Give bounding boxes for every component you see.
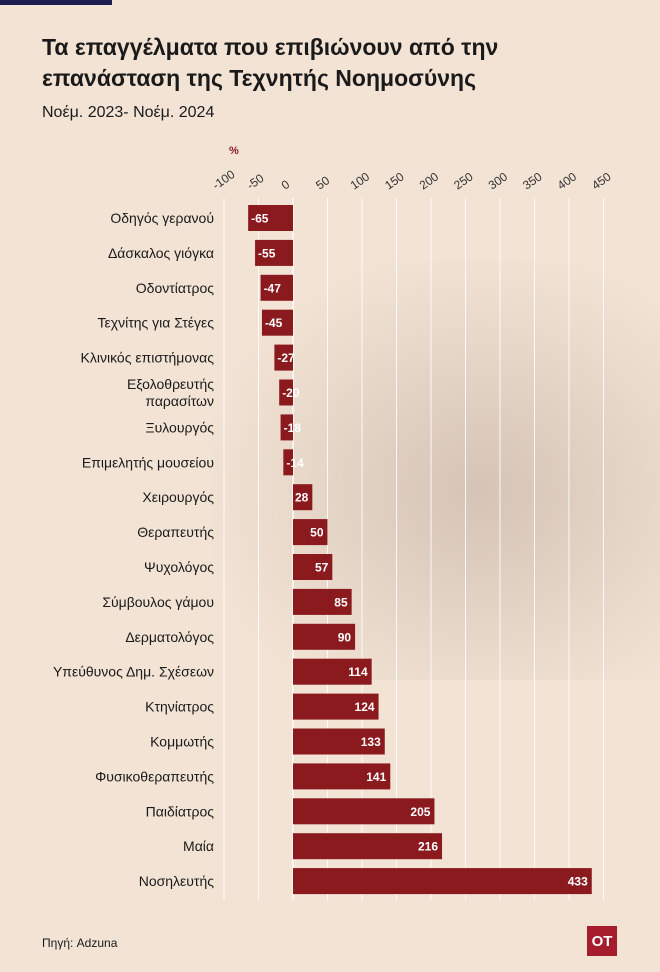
x-tick-label: 150 <box>382 169 407 192</box>
bar <box>293 763 391 790</box>
bar <box>274 344 293 371</box>
x-tick-label: 200 <box>417 169 442 192</box>
x-tick-label: 0 <box>279 177 293 192</box>
x-tick-label: -50 <box>244 171 267 193</box>
bar <box>293 484 313 511</box>
subtitle: Νοέμ. 2023- Νοέμ. 2024 <box>42 104 215 121</box>
category-label: Θεραπευτής <box>137 524 214 540</box>
category-label: Εξολοθρευτής <box>127 376 214 392</box>
bar <box>293 554 333 580</box>
category-label: Δερματολόγος <box>125 629 214 645</box>
x-tick-label: 400 <box>555 169 580 192</box>
x-tick-label: 50 <box>313 173 332 192</box>
value-label: 85 <box>334 595 348 609</box>
bar <box>293 833 443 860</box>
bar <box>293 728 385 755</box>
category-label: Δάσκαλος γιόγκα <box>108 245 214 261</box>
category-label: Οδοντίατρος <box>136 280 214 296</box>
x-tick-label: 450 <box>589 169 614 192</box>
page-title: Τα επαγγέλματα που επιβιώνουν από την επ… <box>42 32 602 94</box>
category-label: Φυσικοθεραπευτής <box>95 768 214 784</box>
bar <box>260 274 293 301</box>
bar <box>293 623 356 650</box>
bar <box>248 205 293 231</box>
value-label: -14 <box>286 456 304 470</box>
x-tick-label: 300 <box>486 169 511 192</box>
value-label: 114 <box>348 665 368 679</box>
value-label: -20 <box>282 386 300 400</box>
category-label: Μαία <box>183 838 214 854</box>
category-label: Κλινικός επιστήμονας <box>81 350 215 366</box>
x-tick-label: 350 <box>520 169 545 192</box>
category-label: Επιμελητής μουσείου <box>82 454 214 470</box>
bar <box>293 693 379 720</box>
category-label: Οδηγός γερανού <box>110 210 214 226</box>
value-label: 90 <box>338 630 352 644</box>
value-label: -55 <box>258 246 276 260</box>
value-label: 133 <box>361 735 381 749</box>
bar <box>261 309 293 336</box>
value-label: 50 <box>310 526 324 540</box>
bar <box>279 379 293 406</box>
x-tick-label: -100 <box>210 167 238 192</box>
value-label: 57 <box>315 561 329 575</box>
value-label: -45 <box>265 316 283 330</box>
top-accent-bar <box>0 0 112 5</box>
x-tick-label: 250 <box>451 169 476 192</box>
category-label: Κομμωτής <box>150 734 214 750</box>
bar <box>293 519 328 546</box>
bar <box>283 449 293 476</box>
bar <box>293 868 592 895</box>
category-label: Ψυχολόγος <box>144 559 214 575</box>
x-tick-label: 100 <box>348 169 373 192</box>
brand-logo: OT <box>587 926 617 956</box>
value-label: -18 <box>284 421 302 435</box>
source-note: Πηγή: Adzuna <box>42 936 118 950</box>
title-line-2: επανάσταση της Τεχνητής Νοημοσύνης <box>42 65 477 91</box>
title-line-1: Τα επαγγέλματα που επιβιώνουν από την <box>42 34 499 60</box>
category-label: Νοσηλευτής <box>139 873 215 889</box>
value-label: 124 <box>355 700 375 714</box>
bar <box>293 798 435 825</box>
value-label: -27 <box>277 351 295 365</box>
bar <box>255 239 293 266</box>
value-label: 28 <box>295 491 309 505</box>
bar <box>280 414 293 441</box>
value-label: 141 <box>366 770 386 784</box>
category-label: Υπεύθυνος Δημ. Σχέσεων <box>53 664 214 680</box>
category-label: παρασίτων <box>145 393 214 409</box>
category-label: Ξυλουργός <box>146 419 215 435</box>
value-label: -65 <box>251 212 269 226</box>
value-label: 216 <box>418 840 438 854</box>
category-label: Τεχνίτης για Στέγες <box>97 315 214 331</box>
category-label: Σύμβουλος γάμου <box>102 594 214 610</box>
value-label: -47 <box>264 281 282 295</box>
unit-label: % <box>229 145 239 157</box>
value-label: 433 <box>568 875 588 889</box>
value-label: 205 <box>410 805 430 819</box>
category-label: Κτηνίατρος <box>145 699 214 715</box>
bar <box>293 588 352 615</box>
category-label: Παιδίατρος <box>146 803 215 819</box>
category-label: Χειρουργός <box>142 489 214 505</box>
bar <box>293 658 372 685</box>
